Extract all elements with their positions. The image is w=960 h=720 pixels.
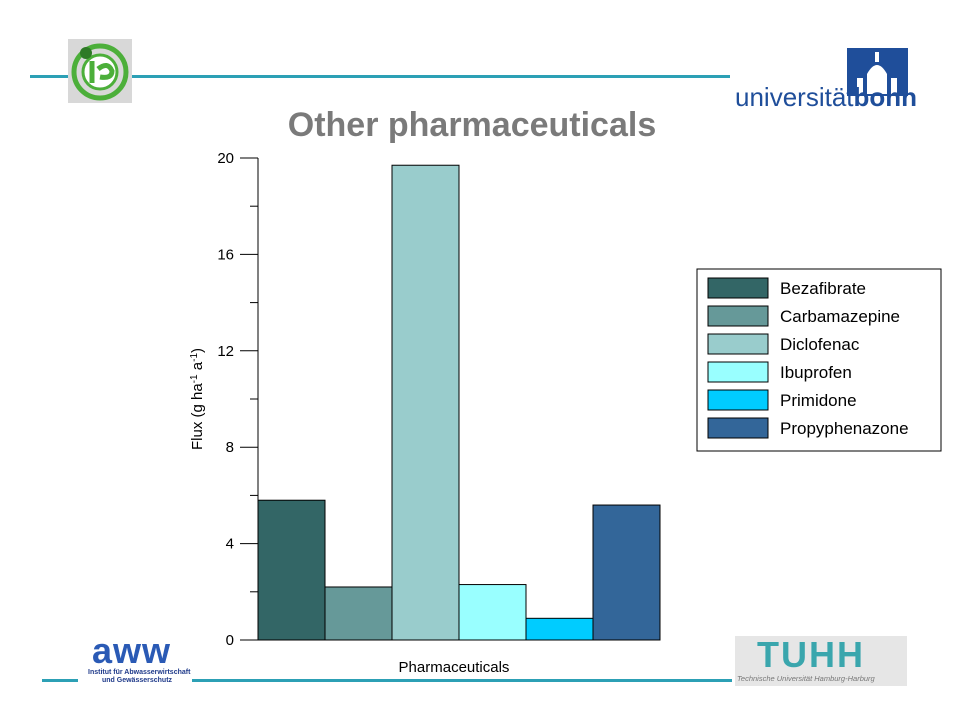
bar-bezafibrate [257,499,326,641]
bar-ibuprofen [458,584,527,641]
legend-swatch-carbamazepine [707,305,769,327]
bar-propyphenazone [592,504,661,641]
legend-label-propyphenazone: Propyphenazone [780,419,909,438]
universitaet-bonn-logo: universitätbonn [735,48,917,112]
legend-label-primidone: Primidone [780,391,857,410]
y-tick-label: 0 [226,632,234,649]
aww-line1: Institut für Abwasserwirtschaft [88,669,191,676]
legend-swatch-ibuprofen [707,361,769,383]
tuhh-subtitle: Technische Universität Hamburg-Harburg [737,674,875,683]
ife-emblem-logo [68,39,132,103]
aww-wordmark: aww [92,630,172,671]
y-tick-label: 20 [217,150,234,167]
legend-swatch-propyphenazone [707,417,769,439]
legend-label-bezafibrate: Bezafibrate [780,279,866,298]
bonn-text-light: universität [735,82,854,112]
tuhh-wordmark: TUHH [757,634,865,675]
footer-line-right [192,679,732,682]
y-tick-label: 8 [226,439,234,456]
emblem-icon [71,43,129,101]
y-tick-label: 4 [226,536,234,553]
bonn-building-icon [847,48,908,96]
header-line-left [30,75,70,78]
legend-swatch-bezafibrate [707,277,769,299]
y-tick-label: 12 [217,343,234,360]
y-axis-label: Flux (g ha-1 a-1) [189,348,207,450]
aww-logo: aww Institut für Abwasserwirtschaft und … [88,630,198,684]
legend-label-carbamazepine: Carbamazepine [780,307,900,326]
bar-primidone [525,617,594,641]
legend-label-diclofenac: Diclofenac [780,335,860,354]
aww-line2: und Gewässerschutz [102,677,173,684]
x-axis-label: Pharmaceuticals [399,659,510,676]
bar-diclofenac [391,164,460,641]
bonn-text-bold: bonn [853,82,918,112]
legend-swatch-diclofenac [707,333,769,355]
bar-carbamazepine [324,586,393,641]
legend-swatch-primidone [707,389,769,411]
footer-line-left [42,679,78,682]
page-title: Other pharmaceuticals [287,106,657,144]
tuhh-logo: TUHH Technische Universität Hamburg-Harb… [735,634,907,686]
y-tick-label: 16 [217,246,234,263]
legend-label-ibuprofen: Ibuprofen [780,363,852,382]
header-line-right [130,75,730,78]
